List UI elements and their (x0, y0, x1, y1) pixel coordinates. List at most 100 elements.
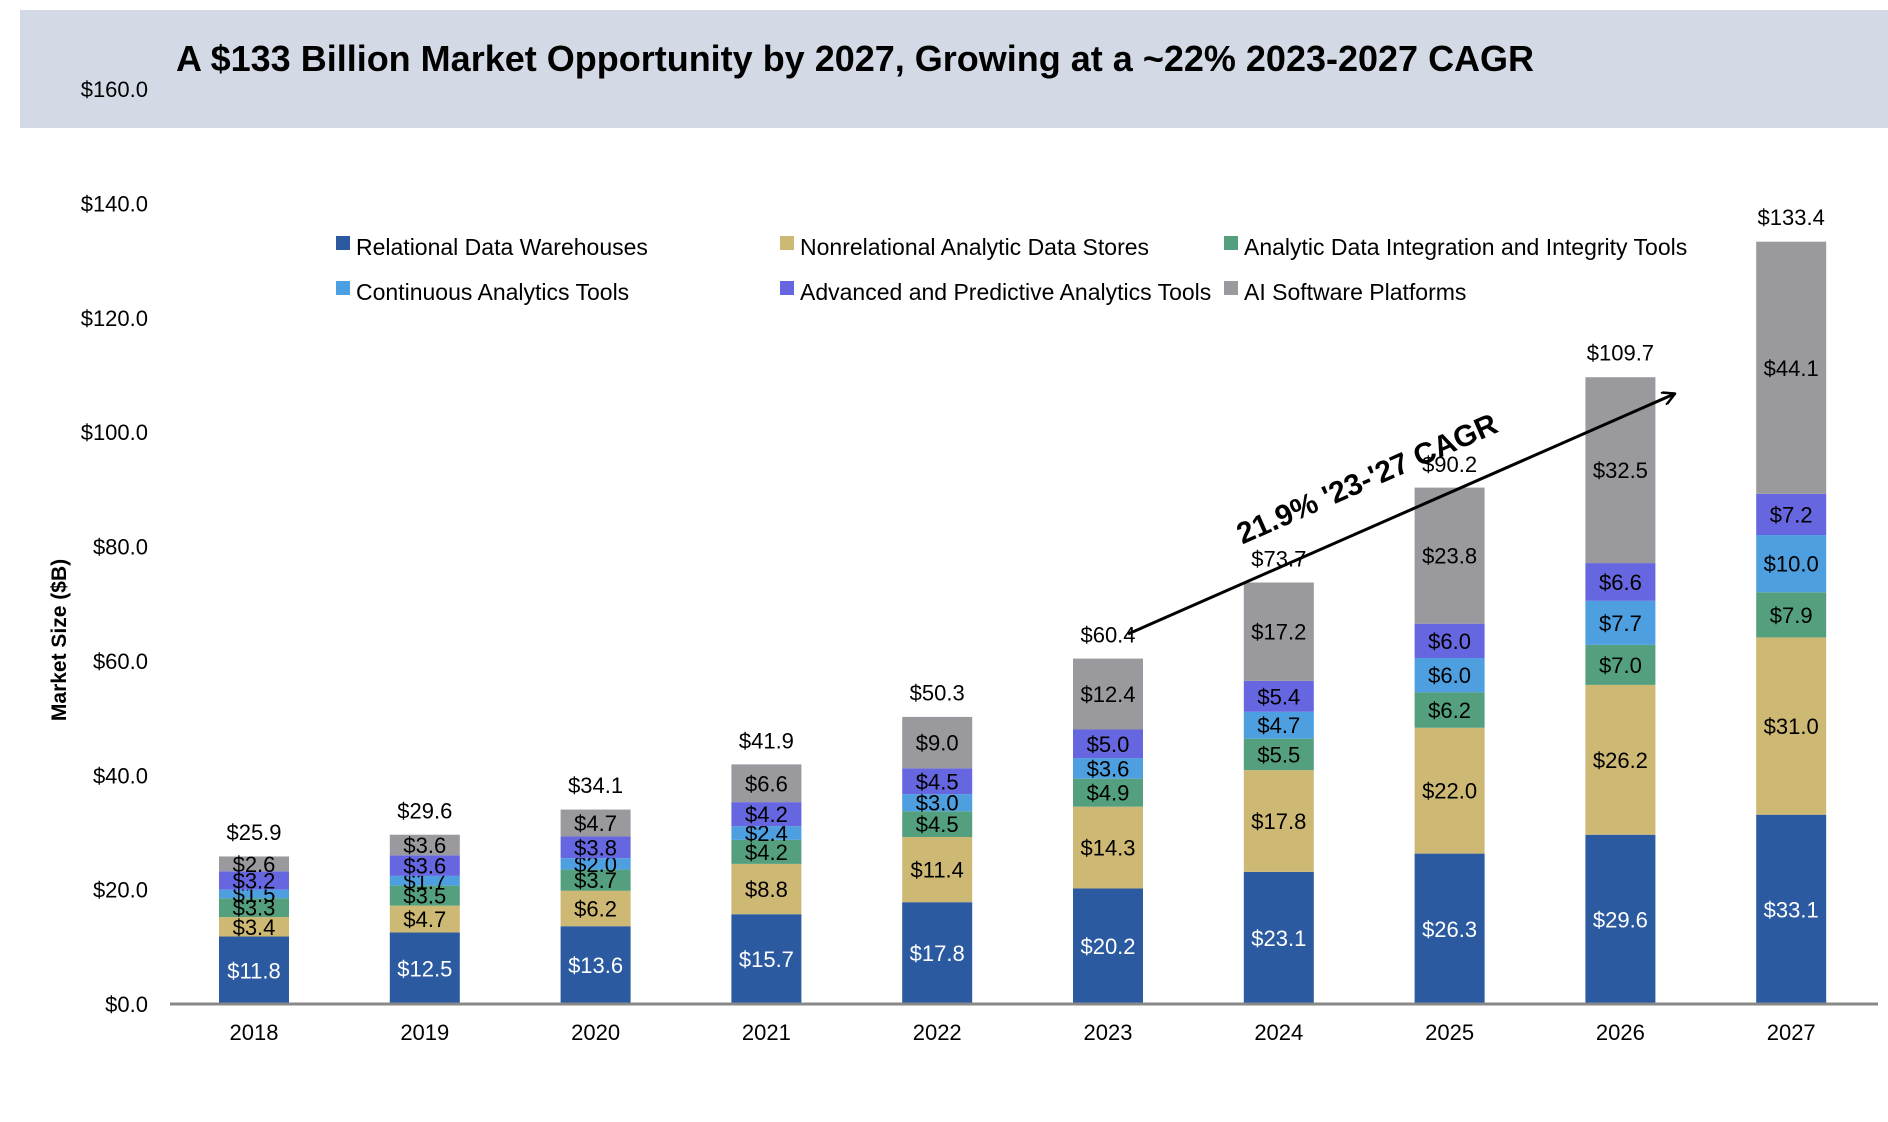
segment-value-label: $3.6 (403, 833, 446, 858)
segment-value-label: $5.5 (1257, 742, 1300, 767)
bar-segment (1585, 600, 1656, 645)
bar-segment (1243, 871, 1314, 1004)
x-tick-label: 2023 (1084, 1020, 1133, 1045)
bar-segment (1243, 711, 1314, 739)
segment-value-label: $9.0 (916, 731, 959, 756)
bar-segment (1414, 487, 1485, 624)
bar-segment (1585, 563, 1656, 601)
bar-segment (731, 863, 802, 915)
bar-segment (219, 856, 289, 872)
segment-value-label: $4.7 (403, 907, 446, 932)
bar-segment (1756, 535, 1827, 593)
y-axis-title-group: Market Size ($B) (48, 559, 71, 721)
segment-value-label: $3.4 (233, 915, 276, 940)
x-tick-label: 2018 (230, 1020, 279, 1045)
bar-segment (1414, 853, 1485, 1004)
cagr-arrow (1127, 394, 1674, 636)
legend-label: Relational Data Warehouses (356, 234, 648, 260)
segment-value-label: $3.6 (1087, 756, 1130, 781)
legend-label: AI Software Platforms (1244, 279, 1466, 305)
y-tick-label: $140.0 (81, 191, 148, 216)
segment-value-label: $7.7 (1599, 611, 1642, 636)
segment-value-label: $10.0 (1764, 552, 1819, 577)
segment-value-label: $3.2 (233, 868, 276, 893)
segment-value-label: $6.0 (1428, 663, 1471, 688)
y-tick-label: $40.0 (93, 763, 148, 788)
segment-value-label: $8.8 (745, 877, 788, 902)
bar-segment (1756, 637, 1827, 815)
bar-segment (731, 826, 802, 840)
bars: $11.8$3.4$3.3$1.5$3.2$2.6$25.9$12.5$4.7$… (219, 205, 1827, 1004)
x-tick-label: 2026 (1596, 1020, 1645, 1045)
bar-segment (1414, 658, 1485, 693)
bar-segment (902, 794, 973, 812)
bar-segment (1073, 758, 1143, 779)
legend-swatch (780, 281, 794, 295)
bar-segment (1585, 684, 1656, 835)
legend-swatch (780, 236, 794, 250)
bar-total-label: $133.4 (1758, 205, 1825, 230)
segment-value-label: $12.4 (1080, 682, 1135, 707)
bar-segment (1243, 582, 1314, 681)
bar-segment (902, 716, 973, 769)
bar-segment (1073, 778, 1143, 807)
bar-segment (731, 802, 802, 827)
bar-segment (902, 902, 973, 1004)
legend-label: Nonrelational Analytic Data Stores (800, 234, 1149, 260)
bar-segment (389, 855, 460, 876)
segment-value-label: $26.3 (1422, 917, 1477, 942)
bar-segment (1414, 692, 1485, 728)
bar-segment (219, 917, 289, 937)
bar-total-label: $41.9 (739, 728, 794, 753)
segment-value-label: $4.5 (916, 769, 959, 794)
segment-value-label: $13.6 (568, 953, 623, 978)
bar-total-label: $25.9 (226, 820, 281, 845)
segment-value-label: $20.2 (1080, 934, 1135, 959)
bar-segment (1243, 738, 1314, 771)
bar-segment (560, 836, 631, 859)
y-tick-label: $0.0 (105, 992, 148, 1017)
legend-label: Continuous Analytics Tools (356, 279, 629, 305)
segment-value-label: $3.7 (574, 868, 617, 893)
bar-total-label: $29.6 (397, 799, 452, 824)
segment-value-label: $23.8 (1422, 544, 1477, 569)
bar-segment (1073, 729, 1143, 759)
bar-segment (1073, 888, 1143, 1004)
bar-segment (389, 905, 460, 933)
segment-value-label: $2.6 (233, 852, 276, 877)
title-banner (20, 10, 1888, 128)
legend-swatch (336, 281, 350, 295)
segment-value-label: $22.0 (1422, 779, 1477, 804)
y-tick-label: $160.0 (81, 77, 148, 102)
bar-total-label: $109.7 (1587, 341, 1654, 366)
bar-segment (219, 898, 289, 918)
bar-segment (1414, 727, 1485, 854)
x-axis-ticks: 2018 2019 2020 2021 2022 2023 2024 2025 2026 2027 (230, 1020, 1816, 1045)
bar-segment (389, 875, 460, 886)
segment-value-label: $44.1 (1764, 356, 1819, 381)
bar-segment (219, 936, 289, 1004)
x-tick-label: 2021 (742, 1020, 791, 1045)
y-tick-label: $100.0 (81, 420, 148, 445)
segment-value-label: $7.9 (1770, 603, 1813, 628)
segment-value-label: $4.7 (574, 811, 617, 836)
segment-value-label: $5.4 (1257, 684, 1300, 709)
legend: Relational Data Warehouses Nonrelational … (336, 234, 1687, 305)
bar-segment (560, 890, 631, 927)
bar-total-label: $50.3 (910, 680, 965, 705)
bar-segment (1585, 834, 1656, 1004)
x-tick-label: 2020 (571, 1020, 620, 1045)
segment-value-label: $3.5 (403, 884, 446, 909)
segment-value-label: $3.8 (574, 835, 617, 860)
bar-segment (560, 926, 631, 1004)
bar-segment (731, 914, 802, 1004)
segment-value-label: $15.7 (739, 947, 794, 972)
chart-title: A $133 Billion Market Opportunity by 202… (175, 38, 1535, 79)
segment-value-label: $17.8 (910, 941, 965, 966)
bar-segment (1414, 623, 1485, 659)
segment-value-label: $3.0 (916, 791, 959, 816)
segment-value-label: $11.8 (227, 958, 280, 983)
segment-value-label: $6.6 (1599, 570, 1642, 595)
y-axis-ticks: $0.0 $20.0 $40.0 $60.0 $80.0 $100.0 $120.0 $140… (81, 77, 148, 1017)
y-axis-title: Market Size ($B) (48, 559, 71, 721)
